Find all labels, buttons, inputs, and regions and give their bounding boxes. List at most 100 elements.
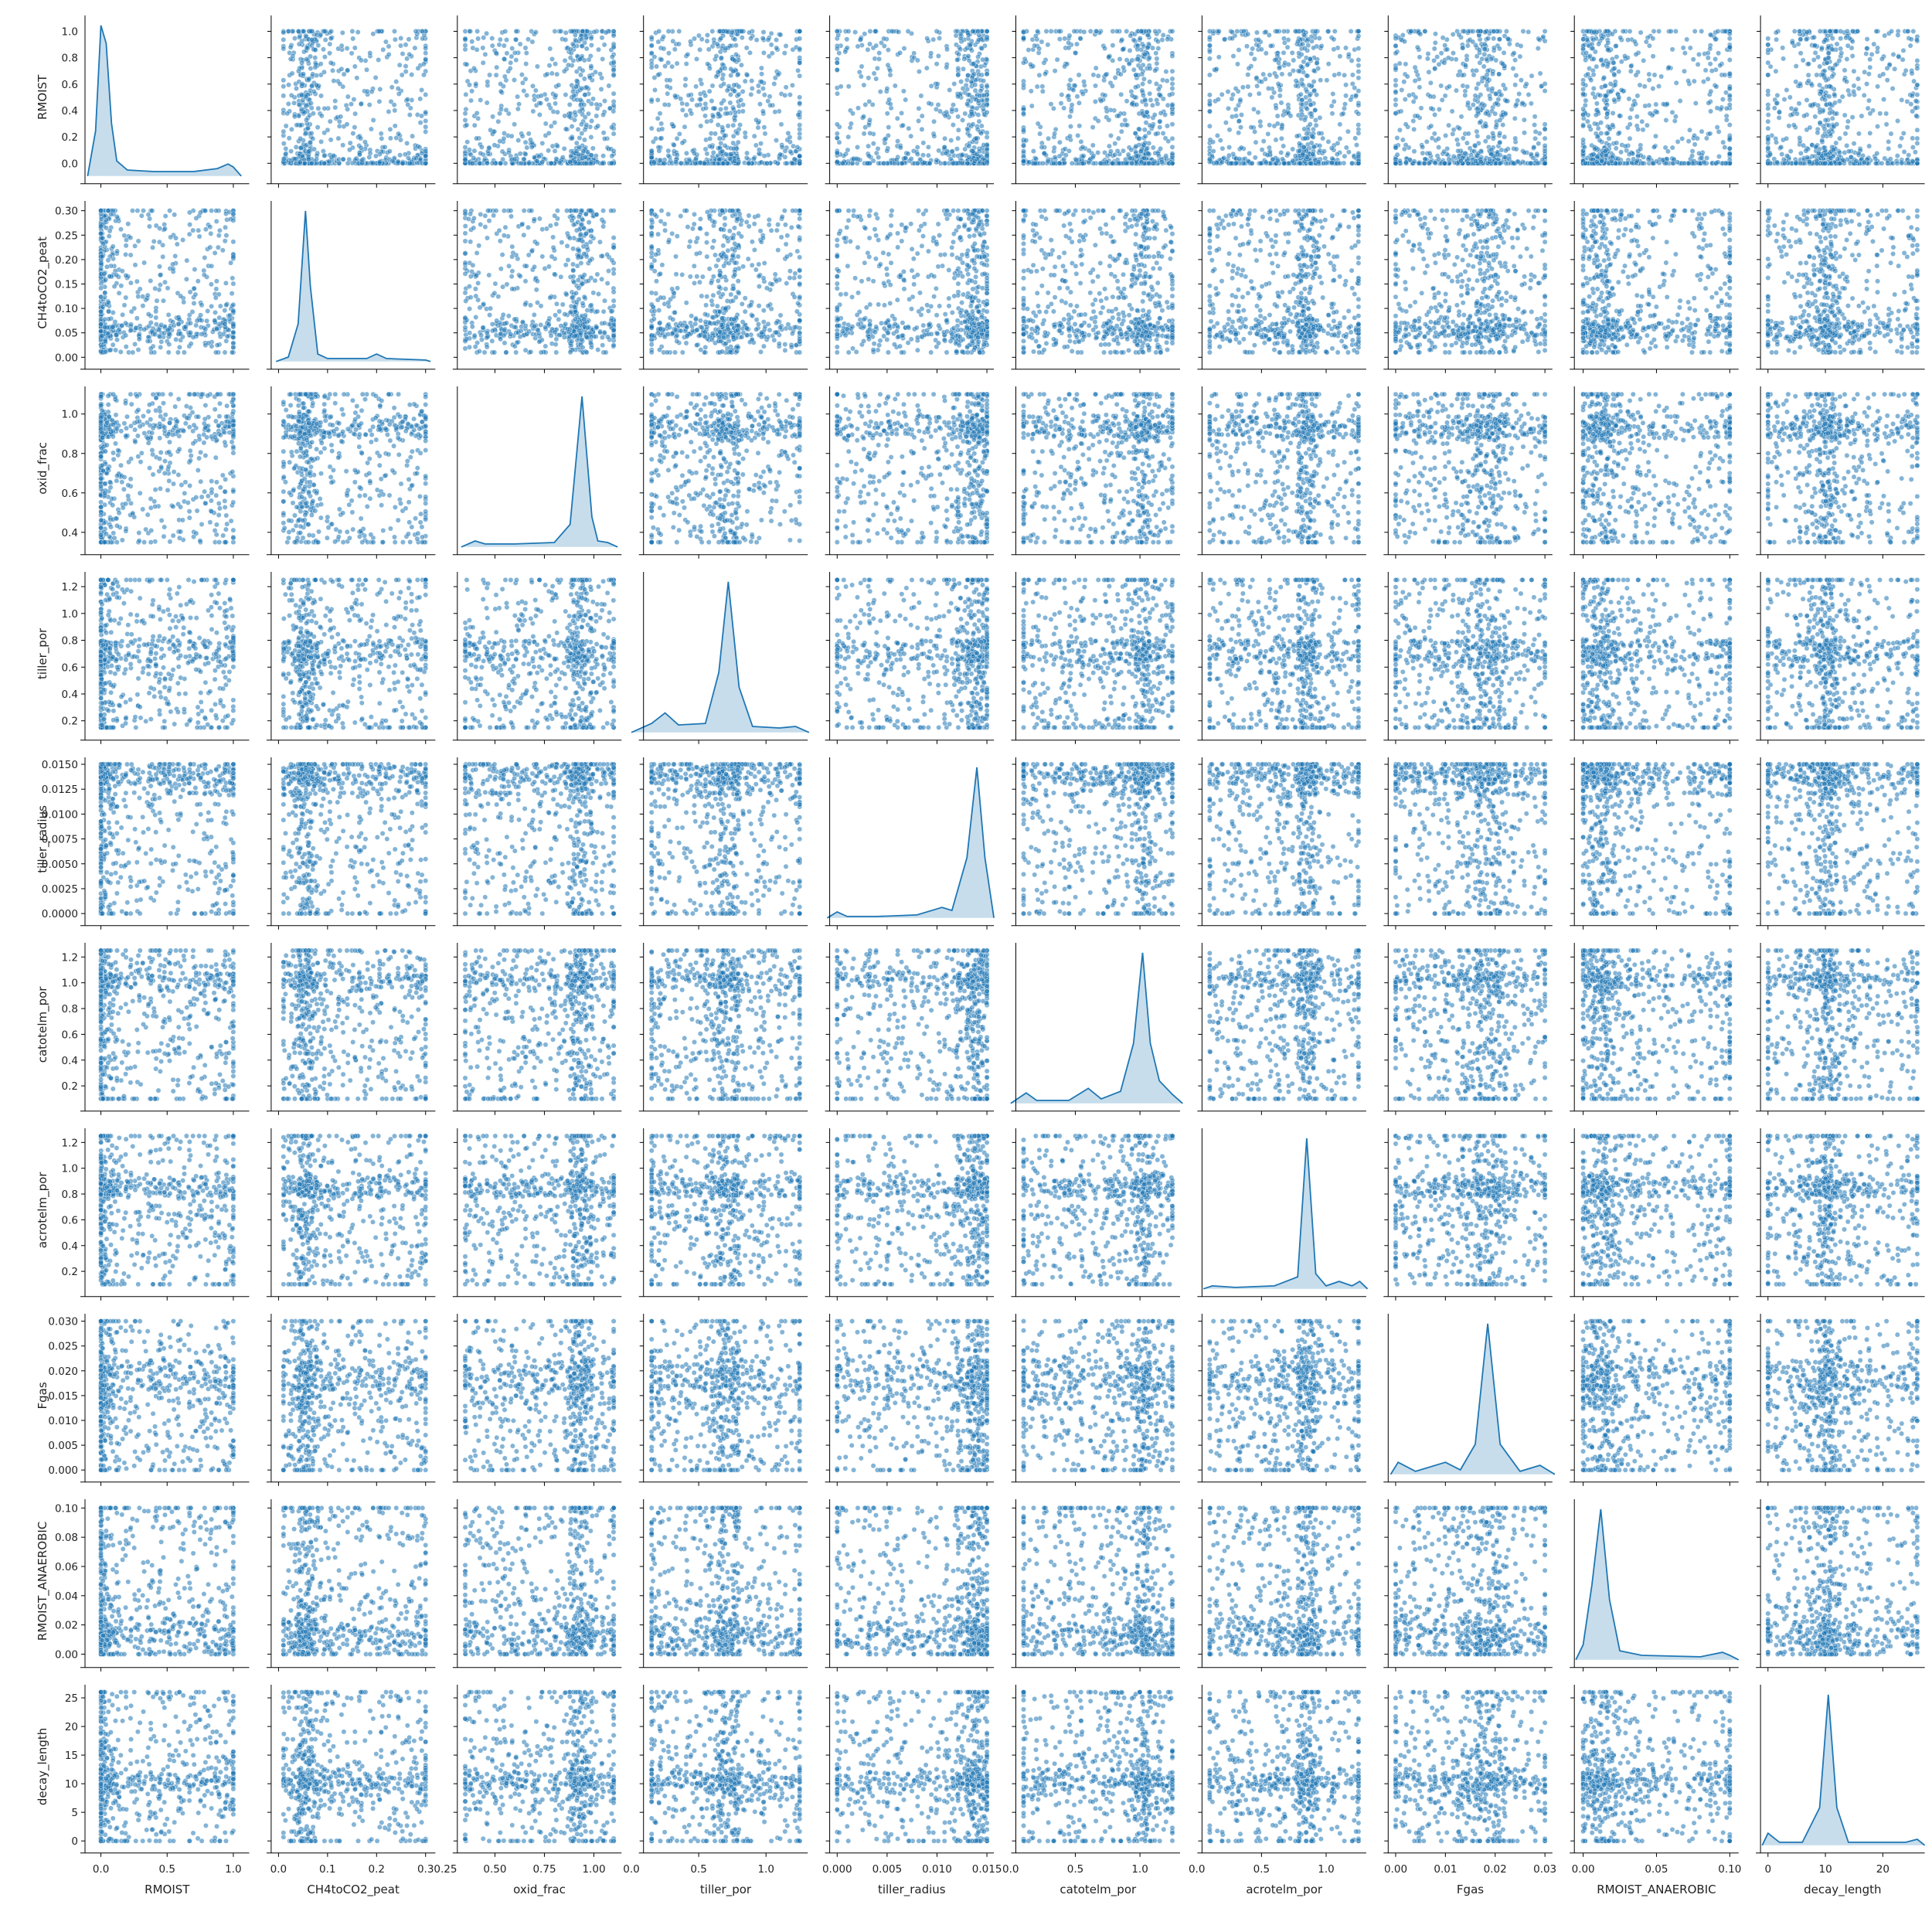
- scatter-point: [798, 60, 802, 65]
- scatter-point: [592, 29, 597, 34]
- scatter-point: [284, 146, 288, 151]
- scatter-point: [485, 161, 489, 165]
- scatter-point: [555, 72, 560, 77]
- scatter-point: [774, 138, 778, 142]
- scatter-point: [397, 153, 402, 158]
- scatter-point: [798, 95, 802, 100]
- scatter-point: [720, 77, 725, 81]
- scatter-point: [584, 161, 589, 165]
- scatter-point: [341, 157, 345, 162]
- scatter-point: [355, 29, 360, 34]
- scatter-point: [719, 36, 723, 40]
- scatter-point: [502, 136, 506, 141]
- scatter-point: [798, 46, 802, 51]
- scatter-point: [304, 131, 308, 135]
- scatter-point: [338, 81, 342, 86]
- scatter-point: [610, 54, 614, 59]
- scatter-point: [705, 151, 709, 156]
- scatter-point: [308, 100, 313, 105]
- scatter-point: [400, 161, 405, 165]
- scatter-point: [798, 73, 802, 78]
- scatter-point: [360, 158, 365, 162]
- scatter-point: [291, 100, 296, 105]
- scatter-point: [711, 150, 716, 155]
- scatter-point: [364, 67, 369, 72]
- scatter-point: [753, 143, 758, 148]
- scatter-point: [600, 56, 605, 61]
- scatter-point: [512, 122, 516, 127]
- scatter-point: [283, 151, 287, 156]
- scatter-point: [675, 61, 679, 66]
- scatter-point: [563, 58, 567, 63]
- scatter-point: [367, 102, 372, 107]
- scatter-point: [333, 98, 338, 103]
- scatter-point: [298, 146, 303, 151]
- scatter-point: [714, 53, 719, 58]
- scatter-point: [383, 39, 388, 44]
- scatter-point: [675, 153, 679, 158]
- scatter-point: [693, 84, 698, 89]
- scatter-point: [702, 161, 706, 165]
- scatter-point: [504, 107, 509, 112]
- scatter-point: [965, 87, 970, 91]
- scatter-point: [657, 148, 662, 153]
- scatter-point: [555, 110, 560, 114]
- scatter-point: [327, 51, 332, 56]
- scatter-point: [522, 88, 526, 93]
- scatter-point: [756, 125, 760, 130]
- scatter-point: [332, 78, 336, 83]
- scatter-point: [684, 151, 689, 155]
- scatter-point: [583, 155, 587, 159]
- scatter-point: [512, 50, 517, 55]
- scatter-point: [573, 84, 578, 89]
- scatter-point: [866, 47, 870, 52]
- scatter-point: [304, 46, 309, 50]
- scatter-point: [281, 30, 286, 35]
- scatter-point: [978, 88, 983, 93]
- scatter-point: [570, 29, 574, 33]
- scatter-point: [733, 110, 737, 114]
- scatter-point: [337, 119, 342, 124]
- scatter-point: [386, 109, 391, 114]
- scatter-point: [281, 94, 286, 98]
- scatter-point: [670, 122, 675, 127]
- scatter-point: [563, 37, 568, 42]
- scatter-point: [377, 159, 382, 164]
- scatter-point: [322, 54, 327, 59]
- scatter-point: [740, 36, 744, 40]
- scatter-point: [355, 76, 359, 80]
- scatter-point: [376, 57, 381, 62]
- scatter-point: [369, 89, 374, 94]
- scatter-point: [849, 121, 853, 126]
- scatter-point: [750, 78, 754, 83]
- scatter-point: [951, 122, 955, 127]
- scatter-point: [474, 47, 479, 52]
- scatter-point: [522, 157, 526, 162]
- scatter-point: [406, 155, 410, 160]
- scatter-point: [298, 160, 302, 165]
- scatter-point: [686, 93, 691, 97]
- scatter-point: [958, 79, 963, 83]
- scatter-point: [676, 42, 681, 46]
- scatter-point: [596, 124, 600, 128]
- scatter-point: [662, 46, 666, 51]
- scatter-point: [736, 72, 740, 77]
- scatter-point: [583, 92, 587, 97]
- scatter-point: [916, 118, 920, 123]
- scatter-point: [557, 160, 562, 165]
- scatter-point: [359, 136, 363, 141]
- scatter-point: [702, 114, 707, 118]
- scatter-point: [352, 125, 357, 130]
- scatter-point: [285, 111, 290, 116]
- scatter-point: [562, 69, 566, 73]
- scatter-point: [559, 29, 563, 33]
- scatter-point: [611, 45, 616, 49]
- scatter-point: [315, 157, 319, 162]
- scatter-point: [649, 50, 654, 55]
- scatter-point: [515, 107, 520, 111]
- scatter-point: [497, 43, 502, 47]
- scatter-point: [418, 121, 423, 125]
- scatter-point: [589, 63, 594, 68]
- scatter-point: [339, 66, 344, 71]
- scatter-point: [920, 127, 924, 131]
